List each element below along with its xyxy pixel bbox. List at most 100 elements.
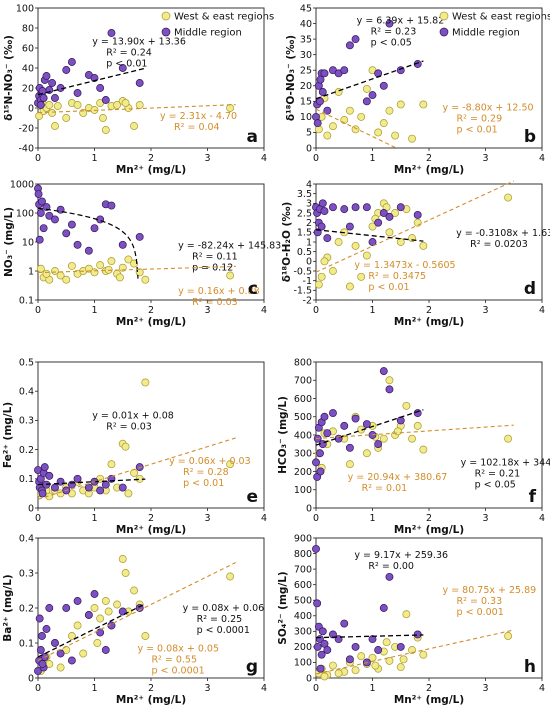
- point-west-east-regions: [368, 222, 377, 231]
- point-west-east-regions: [226, 271, 235, 280]
- point-middle-region: [40, 463, 49, 472]
- legend-marker-west-east: [439, 11, 449, 21]
- point-middle-region: [351, 414, 360, 423]
- panel-letter: e: [246, 487, 258, 507]
- fit-annotation-west-east: R² = 0.03: [192, 297, 238, 308]
- y-tick-label: 800: [294, 357, 312, 368]
- fit-annotation-west-east: y = 0.06x + 0.03: [169, 456, 251, 467]
- y-tick-label: 0: [306, 257, 312, 268]
- x-tick-label: 2: [426, 153, 432, 164]
- y-tick-label: -1: [303, 276, 312, 287]
- y-tick-label: 1000: [10, 179, 34, 190]
- point-middle-region: [84, 611, 93, 619]
- point-middle-region: [385, 212, 394, 221]
- series-middle-region: [312, 199, 422, 246]
- fit-annotation-west-east: y = 1.3473x - 0.5605: [354, 260, 455, 271]
- point-middle-region: [39, 224, 48, 233]
- series-west-east-regions: [314, 193, 513, 291]
- point-west-east-regions: [391, 209, 400, 217]
- point-middle-region: [45, 604, 54, 612]
- y-tick-label: 2: [306, 218, 312, 229]
- point-middle-region: [90, 224, 99, 233]
- point-middle-region: [73, 240, 82, 249]
- point-west-east-regions: [113, 101, 122, 109]
- point-middle-region: [118, 64, 127, 72]
- point-west-east-regions: [93, 639, 102, 647]
- point-west-east-regions: [104, 265, 113, 274]
- x-tick-label: 1: [369, 153, 375, 164]
- point-middle-region: [396, 203, 405, 212]
- x-tick-label: 3: [204, 305, 210, 316]
- y-tick-label: 100: [16, 3, 34, 14]
- point-west-east-regions: [226, 460, 235, 469]
- x-tick-label: 3: [204, 683, 210, 694]
- fit-line-west-east-regions: [37, 562, 236, 661]
- fit-annotation-middle: y = 13.90x + 13.36: [92, 37, 186, 48]
- point-middle-region: [318, 88, 327, 96]
- point-west-east-regions: [408, 134, 416, 143]
- x-tick-label: 2: [426, 305, 432, 316]
- y-tick-label: 0: [306, 503, 312, 514]
- panel-g: 0 1 2 3 4 0 0.1 0.2 0.3 0.4 Mn²⁺ (mg/L) Ba²⁺ (mg/L)…: [2, 533, 267, 706]
- point-middle-region: [73, 474, 82, 483]
- y-tick-label: 10: [22, 237, 34, 248]
- legend-marker-middle: [161, 27, 171, 37]
- point-middle-region: [67, 58, 76, 66]
- point-west-east-regions: [408, 434, 416, 443]
- y-axis-label: Ba²⁺ (mg/L): [2, 574, 14, 641]
- point-west-east-regions: [115, 273, 124, 282]
- point-middle-region: [107, 201, 116, 210]
- point-middle-region: [34, 667, 42, 675]
- fit-line-west-east-regions: [315, 629, 514, 675]
- y-tick-label: 0: [28, 673, 34, 684]
- point-middle-region: [345, 655, 354, 664]
- y-tick-label: 100: [16, 208, 34, 219]
- point-middle-region: [329, 409, 337, 418]
- point-west-east-regions: [504, 434, 513, 443]
- point-west-east-regions: [96, 261, 105, 270]
- series-middle-region: [312, 544, 422, 673]
- y-axis-label: NO₃⁻ (mg/L): [3, 207, 15, 277]
- fit-annotation-middle: p < 0.05: [475, 479, 516, 490]
- point-middle-region: [351, 35, 360, 44]
- panel-letter: f: [529, 487, 537, 507]
- point-middle-region: [135, 232, 144, 241]
- point-middle-region: [320, 412, 329, 421]
- point-west-east-regions: [67, 261, 76, 270]
- point-middle-region: [379, 209, 388, 217]
- point-west-east-regions: [329, 661, 337, 670]
- fit-line-middle-region: [315, 634, 424, 639]
- fit-annotation-west-east: y = 80.75x + 25.89: [443, 585, 537, 596]
- x-axis-label: Mn²⁺ (mg/L): [394, 164, 464, 176]
- y-axis-label: δ¹⁸O-H₂O (‰): [281, 202, 293, 283]
- x-tick-label: 0: [313, 153, 319, 164]
- point-west-east-regions: [396, 663, 405, 672]
- y-axis-label: δ¹⁵N-NO₃⁻ (‰): [3, 35, 15, 121]
- x-tick-label: 2: [426, 513, 432, 524]
- x-axis-label: Mn²⁺ (mg/L): [116, 164, 186, 176]
- point-middle-region: [316, 75, 325, 84]
- y-tick-label: 60: [22, 43, 34, 54]
- x-tick-label: 3: [204, 153, 210, 164]
- x-tick-label: 1: [91, 305, 97, 316]
- y-axis-label: SO₄²⁻ (mg/L): [277, 571, 289, 644]
- point-west-east-regions: [62, 275, 71, 284]
- x-axis-label: Mn²⁺ (mg/L): [394, 524, 464, 536]
- y-tick-label: 20: [22, 83, 34, 94]
- point-middle-region: [362, 203, 371, 212]
- point-west-east-regions: [391, 131, 400, 140]
- legend: West & east regions Middle region: [161, 12, 274, 39]
- point-west-east-regions: [36, 264, 45, 273]
- point-west-east-regions: [351, 666, 360, 675]
- point-middle-region: [135, 463, 144, 472]
- y-tick-label: 0: [28, 103, 34, 114]
- y-tick-label: 1: [306, 237, 312, 248]
- fit-line-middle-region: [37, 603, 146, 658]
- point-middle-region: [345, 41, 354, 50]
- x-axis-label: Mn²⁺ (mg/L): [116, 524, 186, 536]
- point-middle-region: [340, 421, 349, 430]
- point-middle-region: [36, 209, 45, 217]
- x-tick-label: 3: [482, 513, 488, 524]
- point-west-east-regions: [385, 228, 394, 237]
- x-tick-label: 0: [35, 305, 41, 316]
